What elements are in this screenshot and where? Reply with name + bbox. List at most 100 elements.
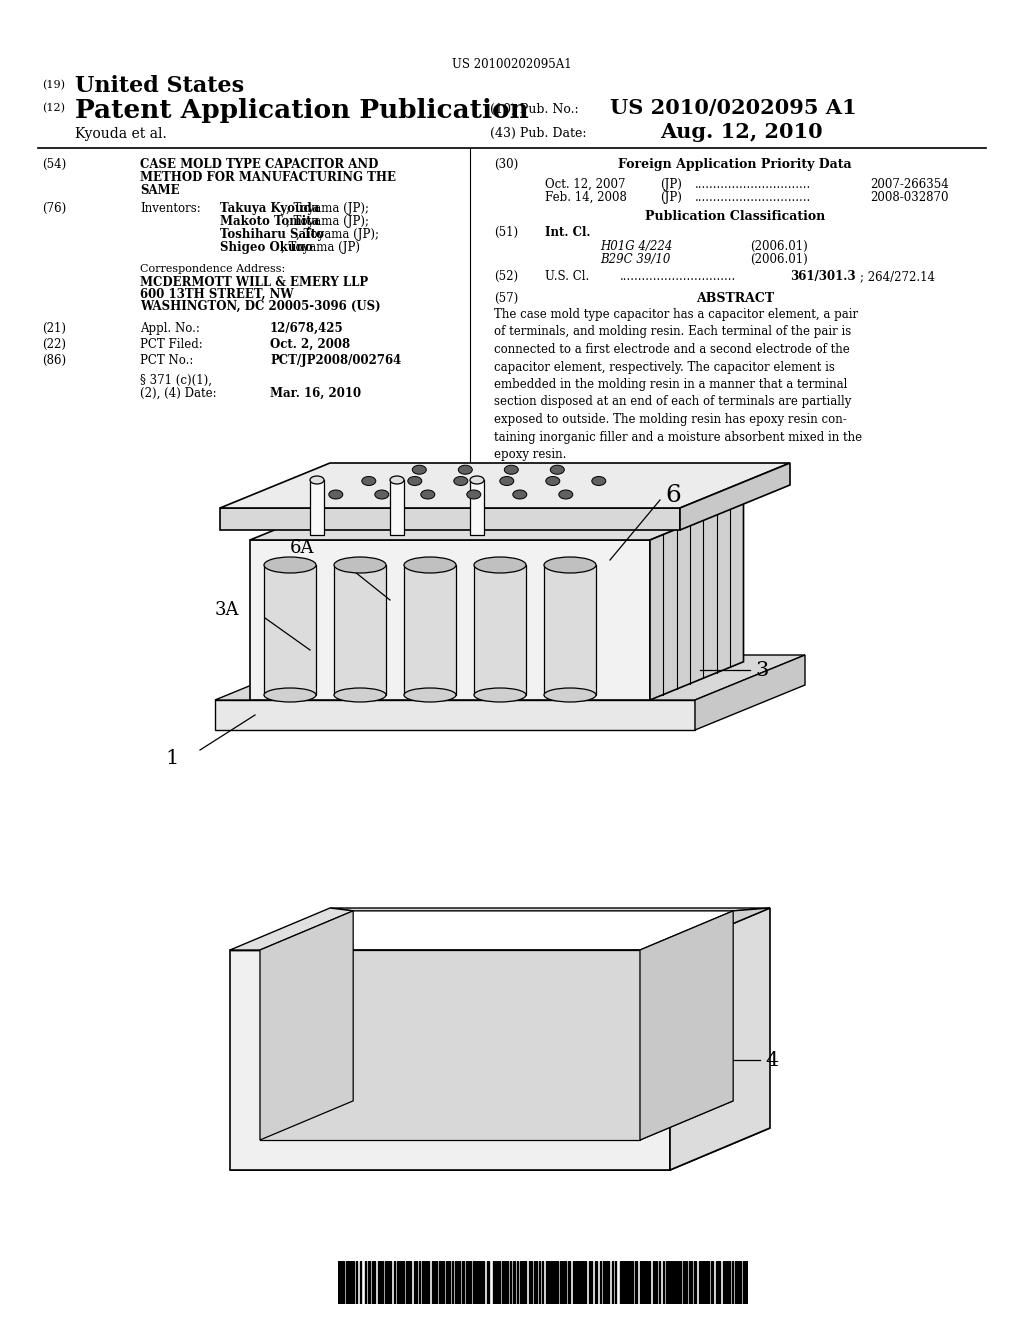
Bar	[573, 1261, 574, 1304]
Text: Appl. No.:: Appl. No.:	[140, 322, 200, 335]
Text: Makoto Tomita: Makoto Tomita	[220, 215, 319, 228]
Bar	[466, 1261, 468, 1304]
Text: ...............................: ...............................	[695, 191, 811, 205]
Text: 600 13TH STREET, NW: 600 13TH STREET, NW	[140, 288, 294, 301]
Ellipse shape	[544, 557, 596, 573]
Bar	[360, 1261, 361, 1304]
Polygon shape	[670, 908, 770, 1170]
Ellipse shape	[544, 688, 596, 702]
Text: (54): (54)	[42, 158, 67, 172]
Bar	[473, 1261, 475, 1304]
Bar	[607, 1261, 609, 1304]
Text: 2007-266354: 2007-266354	[870, 178, 949, 191]
Bar	[670, 1261, 672, 1304]
Bar	[615, 1261, 616, 1304]
Text: (22): (22)	[42, 338, 66, 351]
Text: 361/301.3: 361/301.3	[790, 271, 856, 282]
Bar	[529, 1261, 530, 1304]
Bar	[581, 1261, 584, 1304]
Bar	[459, 1261, 460, 1304]
Bar	[739, 1261, 741, 1304]
Polygon shape	[310, 480, 324, 535]
Bar	[685, 1261, 687, 1304]
Bar	[631, 1261, 633, 1304]
Text: (21): (21)	[42, 322, 66, 335]
Ellipse shape	[404, 557, 456, 573]
Bar	[743, 1261, 744, 1304]
Bar	[483, 1261, 484, 1304]
Text: 3A: 3A	[215, 601, 240, 619]
Bar	[642, 1261, 644, 1304]
Bar	[605, 1261, 606, 1304]
Bar	[668, 1261, 669, 1304]
Text: Toshiharu Saito: Toshiharu Saito	[220, 228, 324, 242]
Polygon shape	[220, 463, 790, 508]
Bar	[452, 1261, 453, 1304]
Polygon shape	[470, 480, 484, 535]
Bar	[589, 1261, 590, 1304]
Bar	[487, 1261, 489, 1304]
Text: (10) Pub. No.:: (10) Pub. No.:	[490, 103, 583, 116]
Bar	[732, 1261, 733, 1304]
Bar	[659, 1261, 660, 1304]
Bar	[711, 1261, 713, 1304]
Bar	[523, 1261, 526, 1304]
Bar	[342, 1261, 344, 1304]
Text: United States: United States	[75, 75, 244, 96]
Bar	[647, 1261, 648, 1304]
Text: PCT/JP2008/002764: PCT/JP2008/002764	[270, 354, 401, 367]
Bar	[346, 1261, 349, 1304]
Bar	[510, 1261, 511, 1304]
Text: Patent Application Publication: Patent Application Publication	[75, 98, 528, 123]
Bar	[673, 1261, 674, 1304]
Text: ...............................: ...............................	[620, 271, 736, 282]
Bar	[677, 1261, 678, 1304]
Polygon shape	[215, 655, 805, 700]
Polygon shape	[260, 950, 640, 1140]
Bar	[502, 1261, 504, 1304]
Text: Feb. 14, 2008: Feb. 14, 2008	[545, 191, 627, 205]
Text: (19): (19)	[42, 81, 65, 90]
Text: (52): (52)	[494, 271, 518, 282]
Bar	[476, 1261, 479, 1304]
Bar	[550, 1261, 551, 1304]
Bar	[446, 1261, 450, 1304]
Text: PCT No.:: PCT No.:	[140, 354, 194, 367]
Polygon shape	[680, 463, 790, 531]
Bar	[723, 1261, 724, 1304]
Text: CASE MOLD TYPE CAPACITOR AND: CASE MOLD TYPE CAPACITOR AND	[140, 158, 379, 172]
Ellipse shape	[459, 465, 472, 474]
Bar	[694, 1261, 696, 1304]
Bar	[603, 1261, 604, 1304]
Text: Takuya Kyouda: Takuya Kyouda	[220, 202, 319, 215]
Text: ABSTRACT: ABSTRACT	[696, 292, 774, 305]
Polygon shape	[250, 540, 650, 700]
Ellipse shape	[467, 490, 481, 499]
Bar	[701, 1261, 705, 1304]
Text: WASHINGTON, DC 20005-3096 (US): WASHINGTON, DC 20005-3096 (US)	[140, 300, 381, 313]
Bar	[385, 1261, 386, 1304]
Bar	[455, 1261, 456, 1304]
Bar	[628, 1261, 630, 1304]
Bar	[679, 1261, 681, 1304]
Bar	[428, 1261, 429, 1304]
Bar	[380, 1261, 381, 1304]
Polygon shape	[404, 565, 456, 696]
Polygon shape	[334, 565, 386, 696]
Bar	[699, 1261, 700, 1304]
Bar	[432, 1261, 434, 1304]
Text: US 20100202095A1: US 20100202095A1	[453, 58, 571, 71]
Polygon shape	[215, 700, 695, 730]
Bar	[534, 1261, 537, 1304]
Ellipse shape	[329, 490, 343, 499]
Bar	[542, 1261, 543, 1304]
Ellipse shape	[546, 477, 560, 486]
Bar	[649, 1261, 650, 1304]
Bar	[505, 1261, 508, 1304]
Ellipse shape	[310, 477, 324, 484]
Bar	[387, 1261, 389, 1304]
Ellipse shape	[454, 477, 468, 486]
Text: ; 264/272.14: ; 264/272.14	[860, 271, 935, 282]
Text: (86): (86)	[42, 354, 67, 367]
Bar	[539, 1261, 540, 1304]
